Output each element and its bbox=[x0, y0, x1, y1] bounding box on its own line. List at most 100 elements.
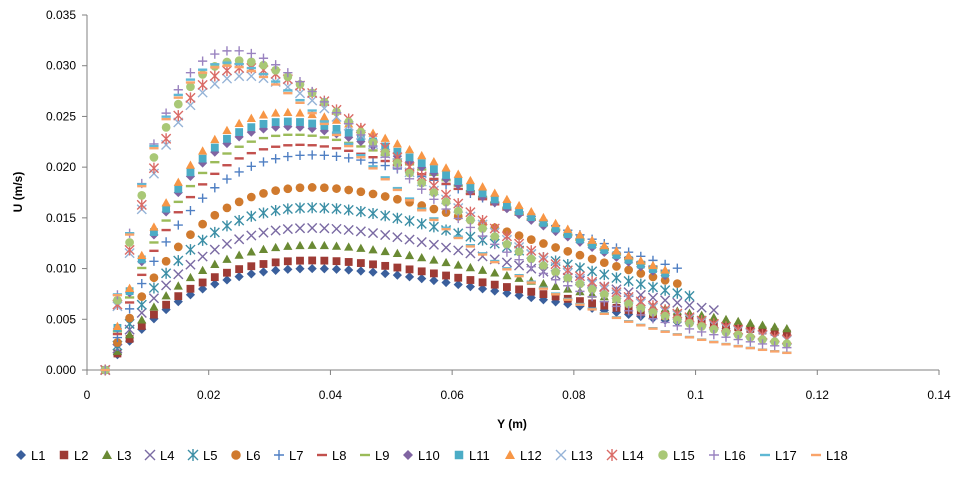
series-L15 bbox=[100, 56, 792, 375]
data-point-L6 bbox=[551, 243, 560, 252]
legend-marker bbox=[658, 450, 668, 460]
data-point-L14 bbox=[513, 238, 525, 250]
data-point-L3 bbox=[149, 302, 159, 311]
data-point-L14 bbox=[197, 79, 208, 91]
series-L16 bbox=[100, 46, 792, 375]
data-point-L7 bbox=[173, 220, 183, 230]
data-point-L7 bbox=[331, 151, 342, 161]
data-point-L15 bbox=[405, 168, 414, 178]
data-point-L15 bbox=[612, 295, 621, 304]
data-point-L5 bbox=[307, 202, 318, 214]
data-point-L11 bbox=[539, 219, 548, 227]
data-point-L5 bbox=[270, 205, 281, 217]
data-point-L14 bbox=[185, 92, 196, 104]
data-point-L12 bbox=[453, 169, 463, 178]
data-point-L15 bbox=[429, 188, 439, 198]
data-point-L6 bbox=[125, 313, 134, 323]
x-tick-label: 0.04 bbox=[319, 388, 343, 402]
data-point-L3 bbox=[757, 320, 768, 329]
data-point-L6 bbox=[612, 261, 621, 271]
data-point-L6 bbox=[332, 184, 341, 193]
data-point-L2 bbox=[344, 258, 353, 266]
data-point-L5 bbox=[343, 204, 354, 216]
data-point-L12 bbox=[392, 139, 402, 148]
legend-label: L4 bbox=[160, 448, 174, 463]
data-point-L2 bbox=[137, 322, 146, 330]
data-point-L16 bbox=[490, 239, 500, 249]
data-point-L6 bbox=[259, 188, 268, 198]
legend-item-L10: L10 bbox=[403, 448, 440, 463]
data-point-L5 bbox=[258, 207, 269, 219]
data-point-L6 bbox=[113, 338, 122, 347]
data-point-L11 bbox=[515, 207, 523, 216]
data-point-L11 bbox=[186, 168, 195, 177]
data-point-L1 bbox=[453, 279, 463, 290]
data-point-L11 bbox=[162, 204, 171, 213]
data-point-L6 bbox=[672, 279, 682, 288]
data-point-L6 bbox=[246, 192, 256, 202]
data-point-L3 bbox=[490, 268, 500, 277]
data-point-L5 bbox=[209, 226, 220, 238]
data-point-L4 bbox=[355, 226, 366, 237]
legend-marker bbox=[231, 450, 241, 460]
data-point-L4 bbox=[696, 302, 707, 313]
data-point-L7 bbox=[185, 205, 196, 216]
data-point-L16 bbox=[648, 314, 658, 324]
data-point-L1 bbox=[502, 288, 512, 298]
legend-marker bbox=[505, 450, 515, 459]
data-point-L5 bbox=[148, 282, 160, 294]
data-point-L11 bbox=[332, 125, 341, 133]
data-point-L12 bbox=[441, 163, 451, 172]
data-point-L2 bbox=[442, 271, 450, 280]
data-point-L7 bbox=[344, 153, 354, 163]
data-point-L11 bbox=[223, 134, 231, 143]
data-point-L2 bbox=[466, 276, 475, 284]
data-point-L5 bbox=[611, 272, 622, 284]
data-point-L1 bbox=[392, 270, 402, 280]
data-point-L10 bbox=[319, 126, 329, 136]
data-point-L1 bbox=[331, 264, 342, 274]
data-point-L2 bbox=[405, 265, 414, 274]
data-point-L6 bbox=[660, 275, 670, 285]
data-point-L3 bbox=[514, 273, 524, 282]
data-point-L12 bbox=[198, 146, 208, 155]
data-point-L15 bbox=[624, 299, 633, 309]
data-point-L2 bbox=[186, 284, 195, 293]
data-point-L11 bbox=[442, 171, 450, 179]
data-point-L11 bbox=[576, 235, 584, 244]
data-point-L10 bbox=[356, 136, 366, 147]
data-point-L2 bbox=[235, 265, 244, 274]
y-tick-label: 0.035 bbox=[46, 8, 76, 22]
data-point-L3 bbox=[210, 259, 220, 268]
data-point-L16 bbox=[198, 56, 208, 66]
x-axis-title: Y (m) bbox=[497, 417, 527, 431]
data-point-L4 bbox=[660, 295, 671, 306]
data-point-L15 bbox=[599, 290, 609, 299]
data-point-L4 bbox=[440, 242, 452, 253]
legend-label: L7 bbox=[289, 448, 303, 463]
data-point-L6 bbox=[186, 230, 195, 239]
data-point-L12 bbox=[477, 182, 488, 191]
data-point-L16 bbox=[575, 286, 585, 296]
data-point-L4 bbox=[416, 236, 427, 248]
legend: L1 L2 L3 L4 L5 L6 L7 L8 L9 L10 L11 L12 L13 L14 L15 L16 L… bbox=[16, 448, 848, 463]
series-L1 bbox=[100, 263, 731, 375]
data-point-L12 bbox=[295, 108, 305, 117]
data-point-L11 bbox=[600, 246, 609, 254]
data-point-L16 bbox=[477, 231, 488, 241]
data-point-L14 bbox=[538, 252, 549, 264]
data-point-L2 bbox=[198, 278, 207, 287]
data-point-L6 bbox=[636, 269, 646, 278]
data-point-L12 bbox=[429, 157, 439, 166]
legend-label: L14 bbox=[622, 448, 644, 463]
data-point-L12 bbox=[660, 265, 670, 274]
data-point-L5 bbox=[660, 284, 671, 296]
data-point-L15 bbox=[161, 123, 171, 132]
legend-label: L8 bbox=[332, 448, 346, 463]
data-point-L6 bbox=[161, 256, 171, 266]
legend-item-L3: L3 bbox=[102, 448, 131, 463]
data-point-L15 bbox=[526, 254, 536, 264]
data-point-L12 bbox=[173, 177, 183, 186]
data-point-L16 bbox=[611, 301, 622, 311]
data-point-L7 bbox=[307, 150, 317, 160]
